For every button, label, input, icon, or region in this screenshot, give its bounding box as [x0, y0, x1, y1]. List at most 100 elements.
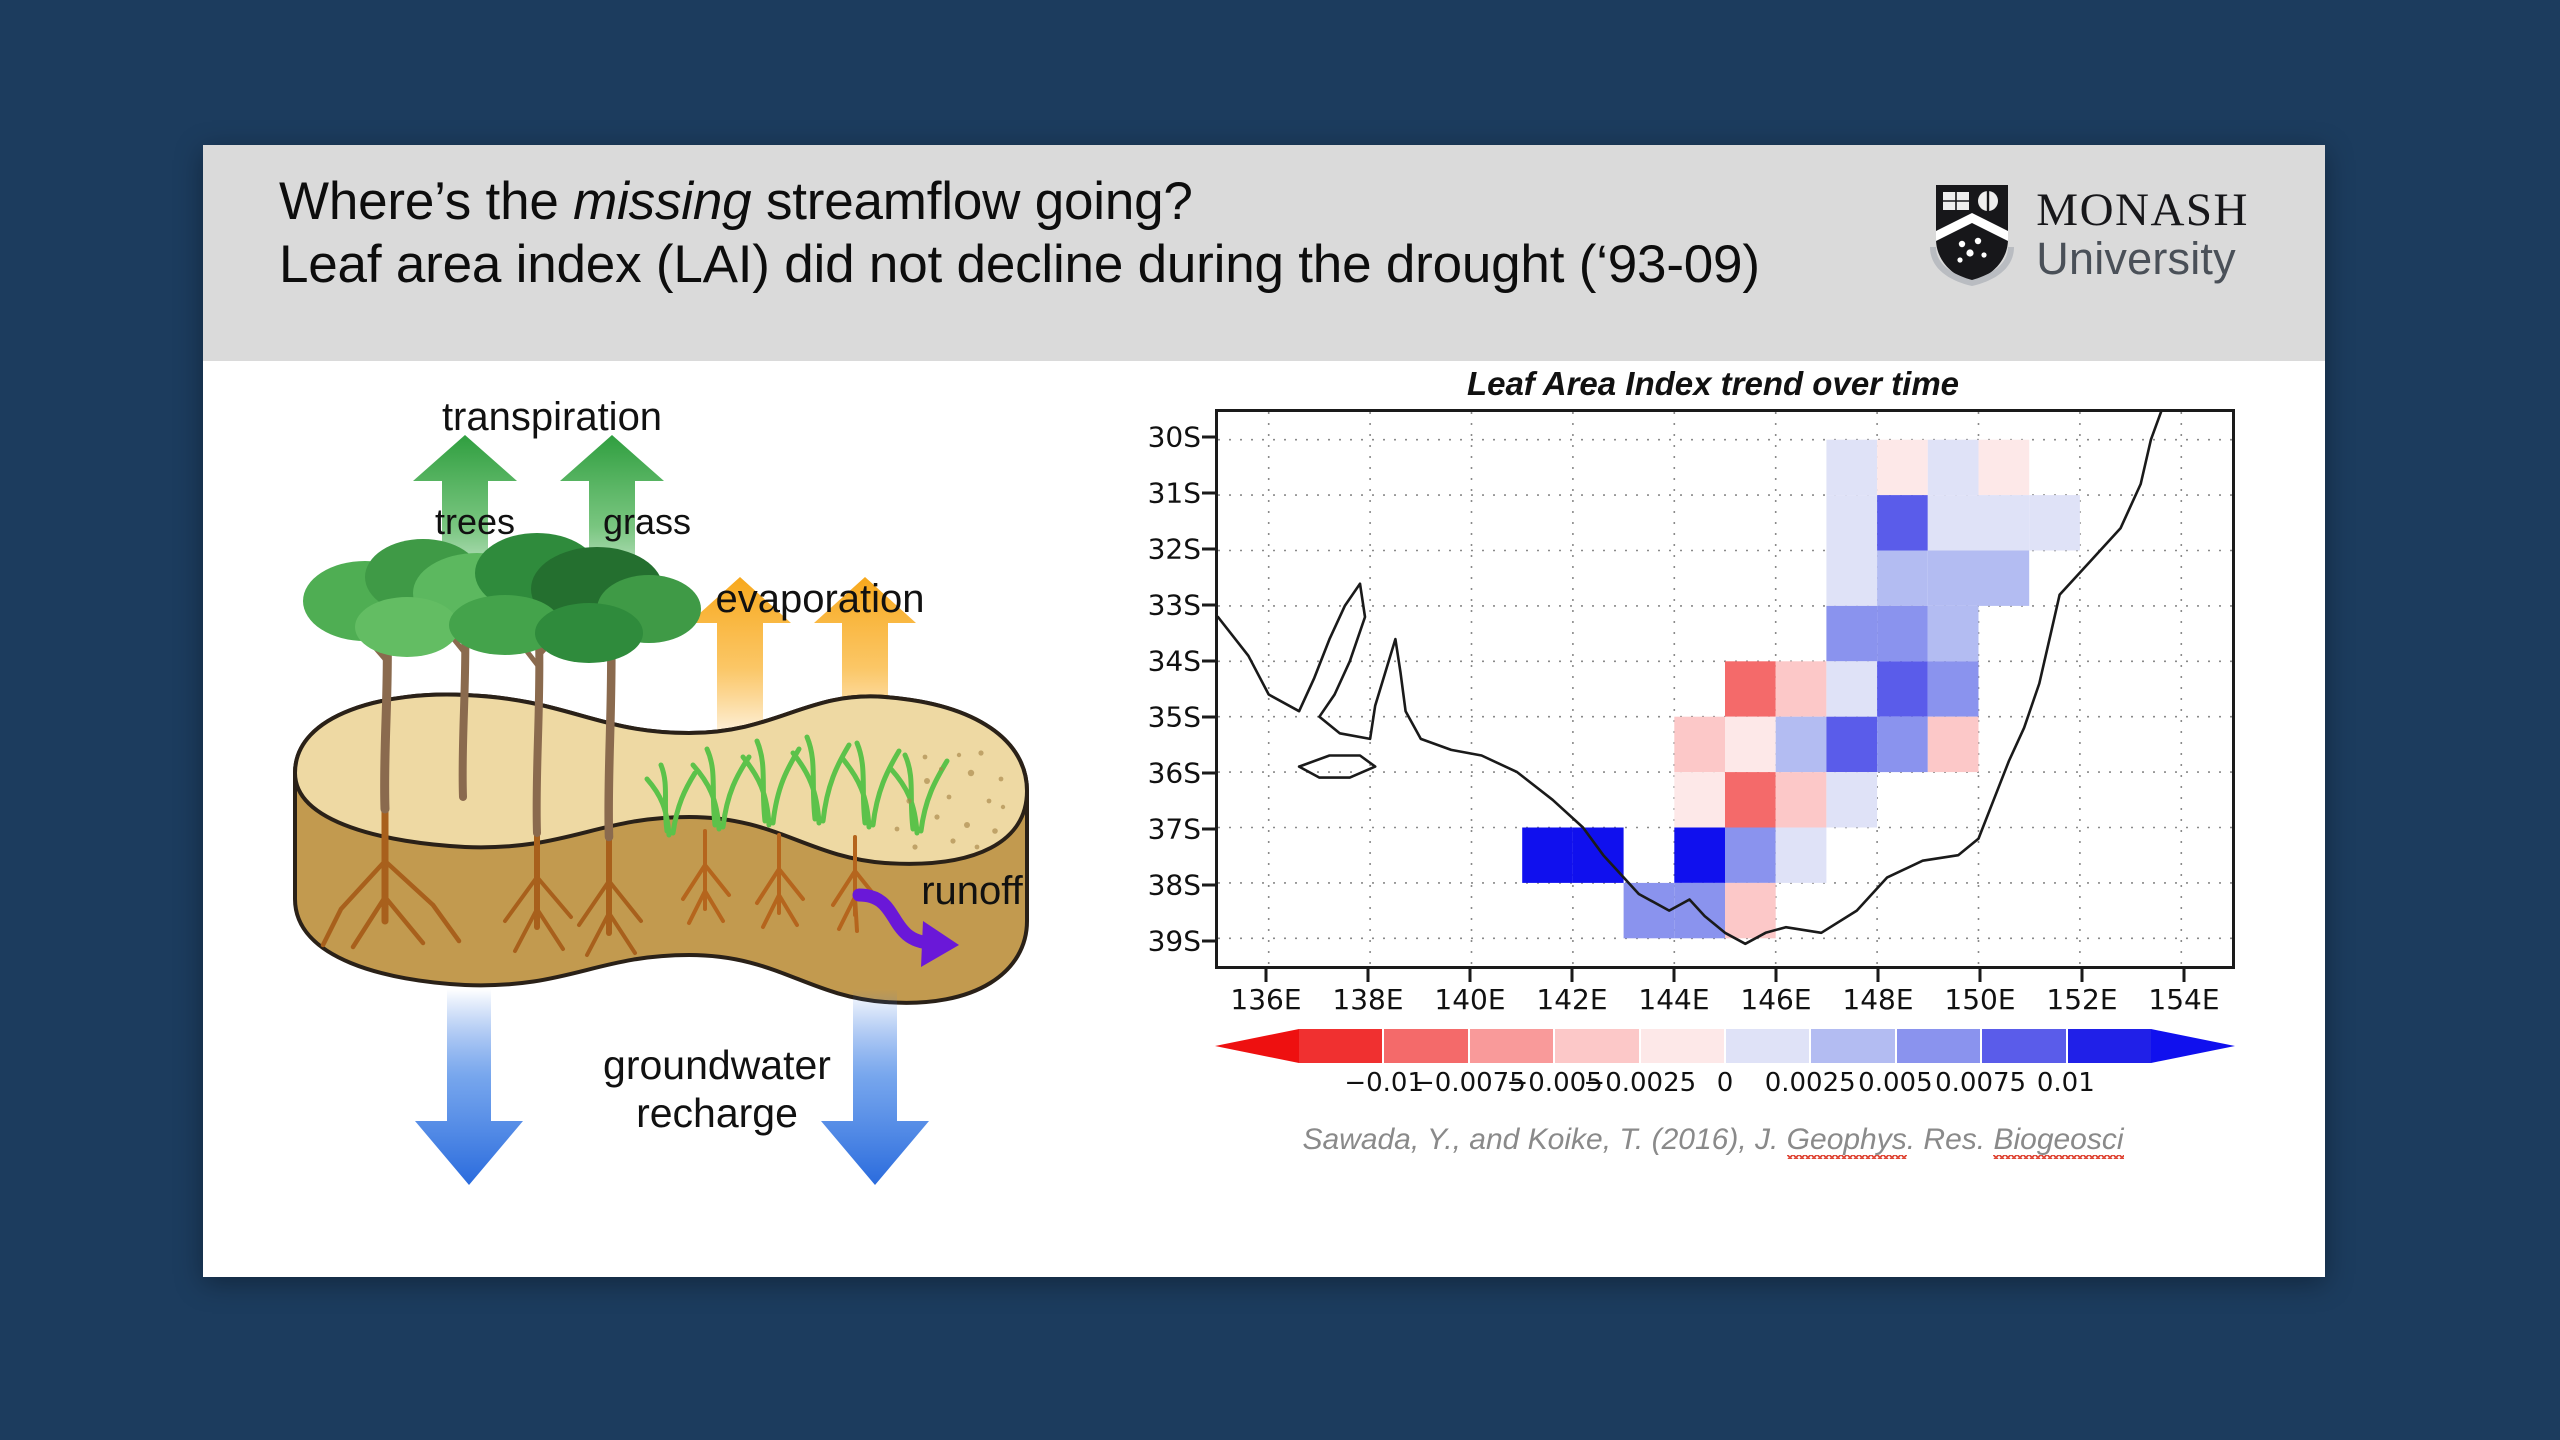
y-tick-mark: [1202, 435, 1215, 439]
heatmap-cell: [2029, 495, 2080, 551]
x-tick-mark: [1876, 969, 1880, 982]
x-tick-label: 150E: [1944, 983, 2016, 1016]
colorbar-cell: [1555, 1029, 1641, 1063]
colorbar-tick-label: −0.01: [1344, 1068, 1425, 1098]
colorbar-cell: [1299, 1029, 1385, 1063]
heatmap-cell: [1674, 827, 1725, 883]
heatmap-cell: [1978, 439, 2030, 496]
heatmap-cell: [1826, 495, 1878, 551]
heatmap-cell: [1877, 550, 1928, 606]
heatmap-cell: [1522, 827, 1573, 883]
y-tick-label: 34S: [1147, 644, 1201, 678]
y-tick-mark: [1202, 491, 1215, 495]
evaporation-arrow-left: [689, 577, 791, 751]
x-tick-mark: [1774, 969, 1778, 982]
x-tick-mark: [1264, 969, 1268, 982]
x-tick-mark: [1366, 969, 1370, 982]
evaporation-arrow-right: [814, 577, 916, 751]
heatmap-cell: [1572, 827, 1624, 883]
heatmap-cell: [1775, 716, 1827, 773]
title-emphasis: missing: [573, 172, 752, 231]
colorbar-tick-label: 0.0025: [1764, 1068, 1856, 1098]
y-tick-label: 38S: [1147, 868, 1201, 902]
groundwater-line-2: recharge: [636, 1090, 798, 1137]
title-line-2: Leaf area index (LAI) did not decline du…: [279, 234, 1760, 294]
runoff-arrowhead: [921, 921, 959, 967]
heatmap-cells: [1522, 439, 2080, 939]
heatmap-cell: [1826, 716, 1878, 773]
colorbar-low-extend: [1215, 1029, 1299, 1063]
diagram-graphic: [292, 435, 1030, 1185]
y-tick-label: 37S: [1147, 812, 1201, 846]
label-grass: grass: [602, 501, 692, 542]
y-tick-mark: [1202, 827, 1215, 831]
slide: Where’s the missing streamflow going? Le…: [203, 145, 2325, 1277]
heatmap-cell: [1775, 661, 1827, 717]
colorbar-tick-label: 0: [1716, 1068, 1734, 1098]
transpiration-arrow-grass: [560, 435, 664, 611]
colorbar-tick-label: 0.0075: [1935, 1068, 2027, 1098]
grass-roots: [681, 829, 881, 933]
coastline: [1218, 412, 2163, 946]
chart-title: Leaf Area Index trend over time: [1466, 365, 1960, 402]
heatmap-cell: [1775, 772, 1827, 828]
heatmap-cell: [1927, 605, 1979, 662]
x-tick-label: 140E: [1434, 983, 1506, 1016]
groundwater-arrow-left: [415, 989, 523, 1185]
groundwater-line-1: groundwater: [603, 1042, 831, 1088]
heatmap-cell: [1877, 439, 1928, 496]
x-tick-mark: [2080, 969, 2084, 982]
heatmap-cell: [1877, 716, 1928, 773]
y-tick-mark: [1202, 659, 1215, 663]
grass: [644, 734, 950, 838]
heatmap-cell: [1877, 605, 1928, 662]
soil-block: [292, 692, 1030, 1005]
slide-header: Where’s the missing streamflow going? Le…: [203, 145, 2325, 361]
logo-university-text: University: [2036, 233, 2236, 284]
heatmap-cell: [1775, 827, 1827, 883]
heatmap-cell: [1927, 495, 1979, 551]
citation-part-1: Sawada, Y., and Koike, T. (2016), J.: [1302, 1123, 1787, 1156]
y-tick-mark: [1202, 603, 1215, 607]
x-tick-label: 138E: [1332, 983, 1404, 1016]
heatmap-cell: [1826, 439, 1878, 496]
label-trees: trees: [434, 501, 516, 542]
label-runoff: runoff: [921, 869, 1023, 913]
tree-roots: [320, 805, 643, 957]
heatmap-cell: [1927, 661, 1979, 717]
y-tick-label: 32S: [1147, 532, 1201, 566]
heatmap-cell: [1674, 716, 1725, 773]
y-tick-mark: [1202, 771, 1215, 775]
y-tick-mark: [1202, 547, 1215, 551]
x-tick-label: 152E: [2046, 983, 2118, 1016]
y-tick-label: 31S: [1147, 476, 1201, 510]
heatmap-cell: [1725, 882, 1776, 939]
x-tick-mark: [2182, 969, 2186, 982]
x-tick-label: 136E: [1230, 983, 1302, 1016]
y-tick-mark: [1202, 883, 1215, 887]
monash-logo: MONASH University: [1926, 181, 2249, 287]
citation-misspell-geophys: Geophys: [1786, 1123, 1907, 1156]
heatmap-cell: [1877, 495, 1928, 551]
logo-monash-text: MONASH: [2036, 184, 2249, 236]
monash-wordmark: MONASH University: [2036, 184, 2249, 284]
heatmap-cell: [1623, 882, 1675, 939]
colorbar-tick-label: −0.0075: [1413, 1068, 1526, 1098]
x-tick-label: 144E: [1638, 983, 1710, 1016]
x-tick-label: 146E: [1740, 983, 1812, 1016]
water-balance-diagram: transpiration trees grass evaporation ru…: [237, 361, 1107, 1277]
colorbar-tick-label: −0.0025: [1583, 1068, 1697, 1098]
colorbar-cell: [1811, 1029, 1897, 1063]
figure-citation: Sawada, Y., and Koike, T. (2016), J. Geo…: [1123, 1123, 2303, 1157]
colorbar-tick-label: −0.005: [1506, 1068, 1603, 1098]
colorbar-cell: [1982, 1029, 2068, 1063]
heatmap-cell: [1927, 716, 1979, 773]
x-tick-mark: [1570, 969, 1574, 982]
y-tick-label: 36S: [1147, 756, 1201, 790]
colorbar-tick-label: 0.005: [1858, 1068, 1933, 1098]
map-canvas: [1218, 412, 2232, 966]
label-transpiration: transpiration: [441, 395, 663, 439]
x-tick-label: 142E: [1536, 983, 1608, 1016]
title-suffix: streamflow going?: [751, 172, 1193, 231]
runoff-arrow: [852, 888, 938, 950]
